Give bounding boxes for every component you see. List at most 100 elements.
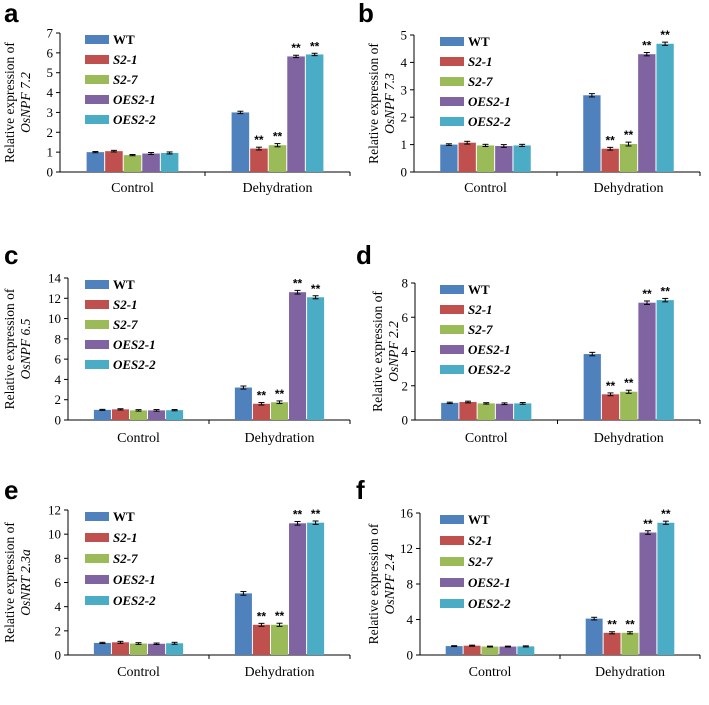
bar-s2-7: [481, 646, 499, 655]
panel-letter: e: [4, 475, 18, 505]
y-tick-label: 6: [402, 310, 409, 325]
category-label: Control: [465, 431, 508, 446]
bar-wt: [583, 354, 601, 420]
bar-s2-7: [129, 410, 148, 420]
bar-s2-1: [250, 148, 268, 172]
bar-s2-1: [601, 148, 619, 172]
legend-label: S2-7: [113, 72, 138, 87]
legend-label: WT: [113, 32, 135, 47]
bar-oes2-1: [287, 56, 305, 172]
legend-swatch: [85, 115, 109, 124]
legend-label: OES2-1: [468, 342, 511, 357]
bar-oes2-1: [499, 646, 517, 655]
chart-panel-f: f Relative expression of OsNPF 2.4 0 4 8 12 16 C…: [356, 475, 701, 680]
y-tick-label: 0: [402, 413, 409, 428]
legend-swatch: [85, 300, 109, 309]
y-tick-label: 2: [47, 125, 54, 140]
legend-label: S2-7: [468, 322, 493, 337]
legend-label: WT: [113, 509, 135, 524]
legend-swatch: [85, 95, 109, 104]
bar-s2-7: [476, 145, 495, 172]
legend-swatch: [440, 365, 464, 374]
y-tick-label: 4: [55, 599, 62, 614]
significance-mark: **: [257, 609, 267, 623]
category-label: Control: [464, 181, 507, 196]
significance-mark: **: [273, 130, 283, 144]
bar-wt: [234, 593, 252, 655]
y-axis-title: Relative expression of: [366, 523, 381, 644]
panel-letter: b: [358, 0, 374, 28]
chart-panel-c: c Relative expression of OsNPF 6.5 0 2 4 6 8 10 1…: [2, 240, 351, 446]
bar-oes2-1: [142, 153, 160, 172]
category-label: Dehydration: [245, 665, 315, 680]
bar-s2-7: [477, 403, 495, 420]
legend-swatch: [85, 55, 109, 64]
legend-label: S2-7: [113, 317, 138, 332]
chart-panel-a: a Relative expression of OsNPF 7.2 0 1 2 3 4 5 6 7…: [2, 0, 351, 196]
significance-mark: **: [625, 618, 635, 632]
panel-letter: a: [4, 0, 19, 28]
legend-label: OES2-1: [113, 92, 156, 107]
significance-mark: **: [291, 41, 301, 55]
y-axis-gene-name: OsNPF 2.4: [382, 553, 397, 614]
bar-oes2-1: [638, 54, 656, 172]
legend-label: WT: [468, 512, 490, 527]
y-tick-label: 1: [47, 145, 54, 160]
bar-oes2-2: [513, 145, 531, 172]
bar-oes2-2: [656, 300, 674, 420]
legend-label: S2-1: [468, 533, 493, 548]
bar-s2-7: [620, 391, 638, 420]
legend-label: S2-1: [113, 297, 138, 312]
y-tick-label: 8: [55, 331, 62, 346]
y-tick-label: 12: [48, 291, 61, 306]
bar-wt: [440, 144, 458, 172]
legend-label: WT: [468, 282, 490, 297]
bar-s2-1: [459, 402, 477, 420]
significance-mark: **: [661, 507, 671, 521]
significance-mark: **: [311, 282, 321, 296]
y-axis-title: Relative expression of: [366, 43, 381, 164]
legend-swatch: [85, 554, 109, 563]
bar-s2-7: [270, 624, 289, 655]
y-axis-title: Relative expression of: [2, 522, 17, 643]
y-tick-label: 1: [401, 137, 408, 152]
significance-mark: **: [606, 379, 616, 393]
y-tick-label: 2: [55, 392, 62, 407]
y-tick-label: 7: [47, 26, 54, 41]
bar-s2-7: [621, 632, 639, 655]
chart-panel-d: d Relative expression of OsNPF 2.2 0 2 4 6 8 Con…: [356, 240, 701, 446]
significance-mark: **: [607, 618, 617, 632]
y-axis-gene-name: OsNPF 7.2: [18, 72, 33, 133]
panel-letter: f: [356, 475, 365, 505]
legend-swatch: [440, 37, 464, 46]
bar-s2-7: [129, 643, 148, 655]
legend-swatch: [85, 75, 109, 84]
bar-oes2-1: [495, 145, 513, 172]
legend-swatch: [85, 280, 109, 289]
category-label: Control: [117, 431, 160, 446]
legend-label: OES2-1: [113, 572, 156, 587]
y-tick-label: 4: [402, 344, 409, 359]
y-tick-label: 3: [47, 105, 54, 120]
bar-wt: [441, 402, 459, 420]
bar-oes2-2: [305, 54, 324, 173]
legend-swatch: [440, 285, 464, 294]
legend-swatch: [85, 533, 109, 542]
legend-swatch: [85, 575, 109, 584]
bar-oes2-1: [495, 403, 514, 420]
y-tick-label: 4: [401, 55, 408, 70]
bar-oes2-2: [160, 152, 179, 172]
bar-oes2-2: [517, 646, 535, 655]
bar-oes2-1: [289, 523, 307, 655]
legend-label: OES2-1: [468, 94, 511, 109]
bar-oes2-1: [148, 643, 166, 655]
legend-label: S2-1: [468, 54, 493, 69]
y-tick-label: 6: [55, 352, 62, 367]
bar-s2-1: [111, 409, 129, 420]
significance-mark: **: [642, 39, 652, 53]
category-label: Control: [117, 665, 160, 680]
y-tick-label: 4: [55, 372, 62, 387]
significance-mark: **: [257, 389, 267, 403]
legend-swatch: [440, 515, 464, 524]
